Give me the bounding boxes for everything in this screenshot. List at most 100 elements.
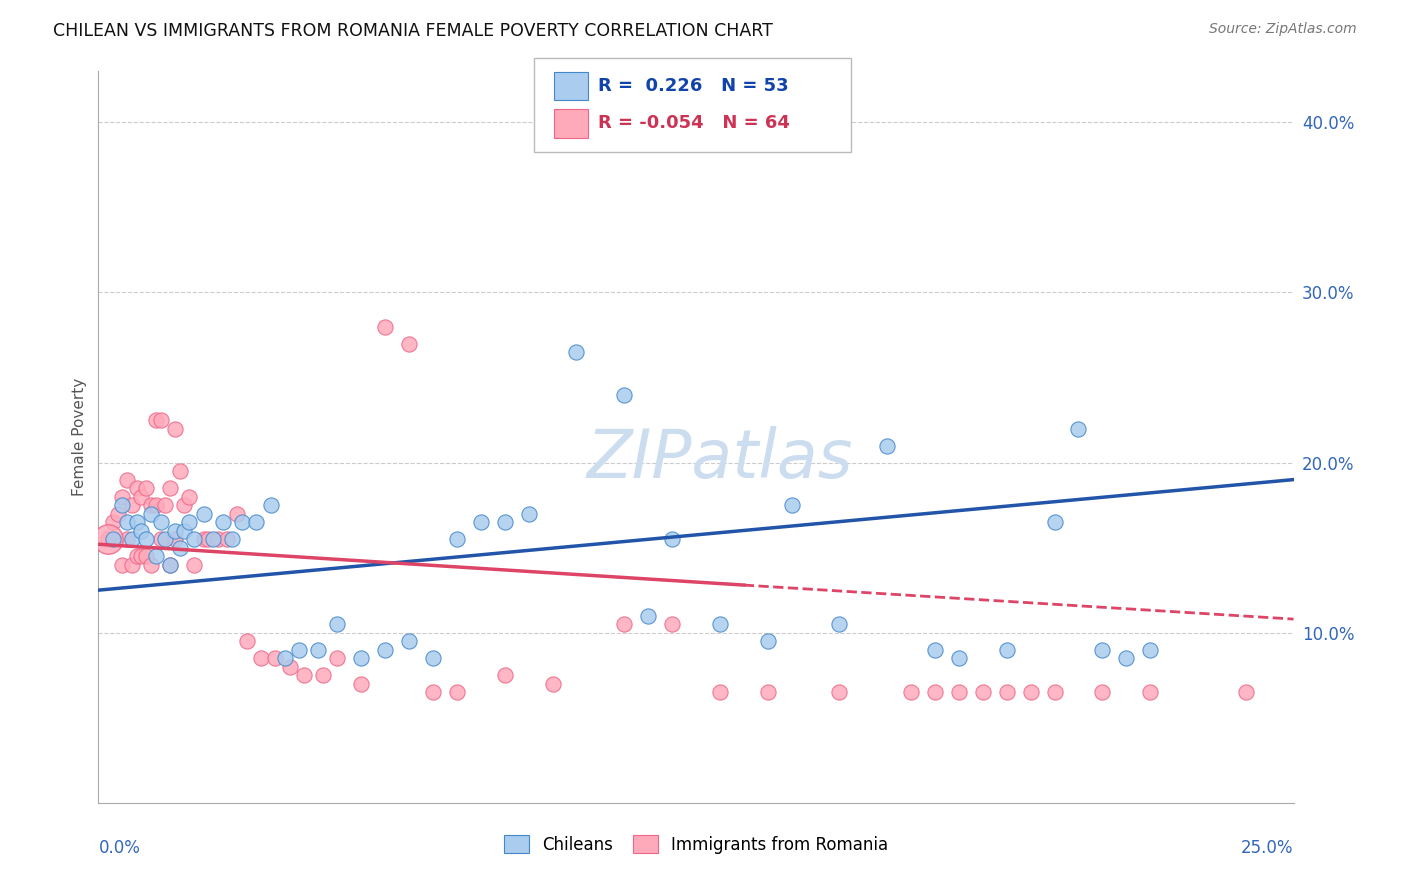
Point: [245, 515, 267, 529]
Point: [1091, 642, 1114, 657]
Point: [163, 532, 186, 546]
Point: [97, 532, 120, 546]
Text: 0.0%: 0.0%: [98, 839, 141, 857]
Point: [613, 617, 636, 632]
Point: [756, 685, 779, 699]
Point: [374, 642, 396, 657]
Point: [709, 685, 731, 699]
Point: [115, 473, 138, 487]
Point: [231, 515, 253, 529]
Point: [183, 532, 205, 546]
Point: [494, 668, 516, 682]
Point: [398, 634, 420, 648]
Point: [756, 634, 779, 648]
Text: CHILEAN VS IMMIGRANTS FROM ROMANIA FEMALE POVERTY CORRELATION CHART: CHILEAN VS IMMIGRANTS FROM ROMANIA FEMAL…: [53, 22, 773, 40]
Text: Source: ZipAtlas.com: Source: ZipAtlas.com: [1209, 22, 1357, 37]
Point: [613, 387, 636, 401]
Point: [446, 685, 468, 699]
Point: [121, 532, 143, 546]
Point: [637, 608, 659, 623]
Point: [1043, 685, 1066, 699]
Point: [183, 558, 205, 572]
Point: [876, 439, 898, 453]
Point: [948, 685, 970, 699]
Point: [179, 490, 201, 504]
Point: [111, 558, 134, 572]
Point: [1139, 685, 1161, 699]
Point: [995, 685, 1018, 699]
Point: [541, 677, 564, 691]
Text: R =  0.226   N = 53: R = 0.226 N = 53: [598, 78, 789, 95]
Point: [924, 685, 946, 699]
Point: [312, 668, 335, 682]
Point: [972, 685, 994, 699]
Point: [125, 481, 148, 495]
Point: [828, 685, 851, 699]
Point: [211, 515, 233, 529]
Point: [207, 532, 229, 546]
Point: [155, 498, 177, 512]
Point: [149, 413, 172, 427]
Point: [107, 507, 129, 521]
Point: [159, 558, 181, 572]
Point: [169, 541, 191, 555]
Point: [111, 498, 134, 512]
Point: [131, 549, 153, 563]
Point: [135, 549, 157, 563]
Point: [115, 515, 138, 529]
Point: [202, 532, 225, 546]
Point: [517, 507, 540, 521]
Point: [1115, 651, 1137, 665]
Point: [139, 498, 162, 512]
Point: [179, 515, 201, 529]
Point: [145, 498, 167, 512]
Point: [101, 515, 124, 529]
Point: [197, 532, 219, 546]
Point: [115, 532, 138, 546]
Point: [326, 651, 349, 665]
Point: [159, 558, 181, 572]
Point: [101, 532, 124, 546]
Point: [149, 532, 172, 546]
Point: [125, 515, 148, 529]
Point: [326, 617, 349, 632]
Point: [135, 532, 157, 546]
Point: [292, 668, 315, 682]
Point: [250, 651, 273, 665]
Point: [494, 515, 516, 529]
Point: [661, 532, 683, 546]
Point: [350, 677, 373, 691]
Point: [470, 515, 492, 529]
Point: [259, 498, 281, 512]
Point: [709, 617, 731, 632]
Point: [163, 421, 186, 435]
Point: [264, 651, 287, 665]
Text: R = -0.054   N = 64: R = -0.054 N = 64: [598, 114, 789, 132]
Point: [155, 532, 177, 546]
Point: [97, 532, 120, 546]
Point: [145, 549, 167, 563]
Point: [374, 319, 396, 334]
Point: [221, 532, 243, 546]
Point: [1091, 685, 1114, 699]
Point: [828, 617, 851, 632]
Point: [1067, 421, 1090, 435]
Point: [780, 498, 803, 512]
Text: ZIPatlas: ZIPatlas: [586, 426, 853, 492]
Point: [661, 617, 683, 632]
Point: [288, 642, 311, 657]
Point: [131, 490, 153, 504]
Point: [924, 642, 946, 657]
Point: [121, 558, 143, 572]
Point: [149, 515, 172, 529]
Point: [121, 498, 143, 512]
Point: [350, 651, 373, 665]
Point: [193, 507, 215, 521]
Point: [398, 336, 420, 351]
Point: [145, 413, 167, 427]
Point: [1234, 685, 1257, 699]
Legend: Chileans, Immigrants from Romania: Chileans, Immigrants from Romania: [496, 829, 896, 860]
Point: [173, 498, 195, 512]
Point: [111, 490, 134, 504]
Point: [193, 532, 215, 546]
